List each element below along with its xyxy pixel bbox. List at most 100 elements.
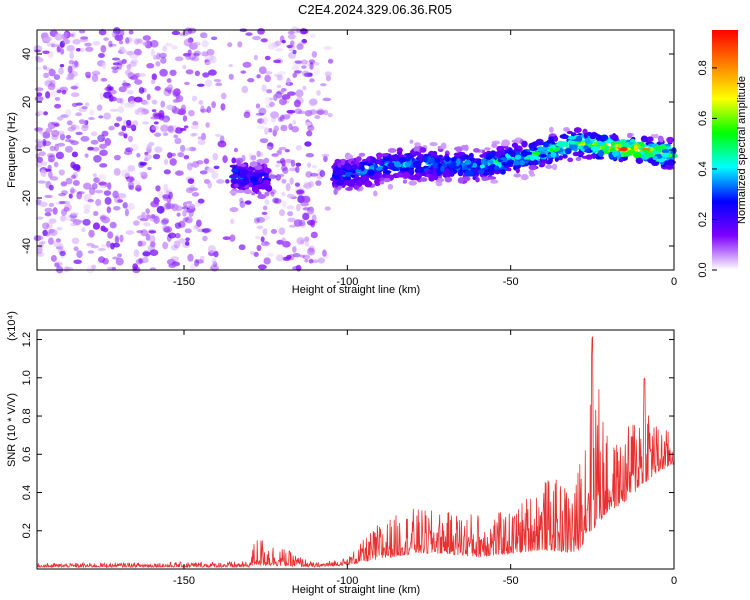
noise-cell (271, 153, 279, 157)
noise-cell (136, 229, 143, 234)
signal-cell (484, 147, 491, 151)
noise-cell (323, 46, 333, 50)
signal-cell (499, 169, 506, 175)
signal-cell (519, 159, 525, 166)
noise-cell (256, 225, 264, 230)
noise-cell (288, 123, 293, 131)
noise-cell (45, 231, 51, 237)
signal-cell (666, 136, 674, 143)
signal-cell (486, 156, 492, 160)
signal-cell (464, 170, 474, 177)
noise-cell (138, 257, 143, 264)
noise-cell (322, 97, 332, 102)
noise-cell (286, 194, 296, 198)
noise-cell (148, 235, 156, 244)
signal-cell (633, 144, 638, 151)
signal-cell (549, 126, 554, 133)
noise-cell (39, 201, 48, 208)
signal-cell (575, 151, 585, 156)
noise-cell (38, 151, 46, 157)
noise-cell (300, 28, 309, 35)
noise-cell (149, 249, 159, 256)
noise-cell (253, 217, 260, 224)
noise-cell (138, 73, 146, 77)
signal-cell (573, 127, 582, 134)
noise-cell (207, 181, 212, 189)
noise-cell (155, 61, 161, 67)
noise-cell (230, 218, 235, 224)
signal-cell (353, 169, 362, 173)
noise-cell (45, 127, 53, 133)
noise-cell (112, 27, 121, 35)
signal-cell (257, 176, 263, 183)
noise-cell (182, 209, 187, 217)
noise-cell (150, 214, 156, 219)
noise-cell (257, 28, 265, 35)
snr-x-label: Height of straight line (km) (292, 584, 420, 596)
noise-cell (134, 79, 143, 85)
noise-cell (300, 202, 310, 207)
signal-cell (543, 141, 549, 148)
noise-cell (64, 138, 72, 143)
noise-cell (256, 216, 266, 223)
noise-cell (112, 256, 119, 260)
noise-cell (44, 194, 53, 199)
noise-cell (71, 60, 80, 69)
noise-cell (139, 162, 147, 167)
signal-cell (539, 159, 548, 163)
noise-cell (272, 197, 279, 204)
noise-cell (121, 82, 131, 87)
noise-cell (144, 154, 152, 160)
noise-cell (265, 145, 272, 150)
noise-cell (71, 237, 80, 245)
noise-cell (281, 237, 287, 245)
noise-cell (41, 161, 48, 166)
noise-cell (48, 170, 53, 179)
noise-cell (126, 64, 132, 70)
noise-cell (162, 45, 168, 52)
noise-cell (59, 251, 66, 257)
signal-cell (509, 150, 516, 158)
signal-cell (664, 164, 674, 170)
noise-cell (70, 187, 75, 195)
signal-cell (506, 167, 512, 172)
noise-cell (163, 183, 169, 191)
noise-cell (184, 27, 193, 35)
noise-cell (259, 138, 269, 144)
snr-x-ticks: -150 -100 -50 0 (173, 330, 677, 587)
noise-cell (54, 96, 61, 101)
noise-cell (150, 200, 160, 208)
noise-cell (222, 236, 231, 241)
signal-cell (500, 157, 508, 161)
noise-cell (309, 78, 315, 83)
noise-cell (207, 167, 215, 173)
noise-cell (255, 103, 261, 109)
noise-cell (175, 233, 181, 239)
signal-cell (620, 140, 626, 144)
noise-cell (261, 211, 268, 216)
noise-cell (83, 209, 91, 214)
noise-cell (101, 130, 109, 137)
noise-cell (114, 122, 120, 127)
noise-cell (174, 137, 182, 145)
noise-cell (204, 227, 212, 233)
noise-cell (104, 196, 112, 205)
noise-cell (290, 159, 296, 167)
signal-cell (549, 147, 554, 153)
signal-cell (520, 173, 529, 181)
noise-cell (205, 53, 214, 62)
noise-cell (80, 47, 85, 53)
signal-cell (249, 176, 259, 183)
signal-cell (398, 158, 407, 163)
noise-cell (264, 96, 272, 105)
signal-cell (409, 175, 417, 181)
noise-cell (100, 77, 108, 82)
x-tick-label: -150 (173, 575, 195, 587)
noise-cell (167, 84, 174, 91)
noise-cell (294, 60, 303, 64)
noise-cell (292, 253, 301, 258)
noise-cell (265, 104, 273, 109)
noise-cell (128, 185, 135, 191)
signal-cell (564, 147, 572, 155)
noise-cell (90, 245, 99, 249)
